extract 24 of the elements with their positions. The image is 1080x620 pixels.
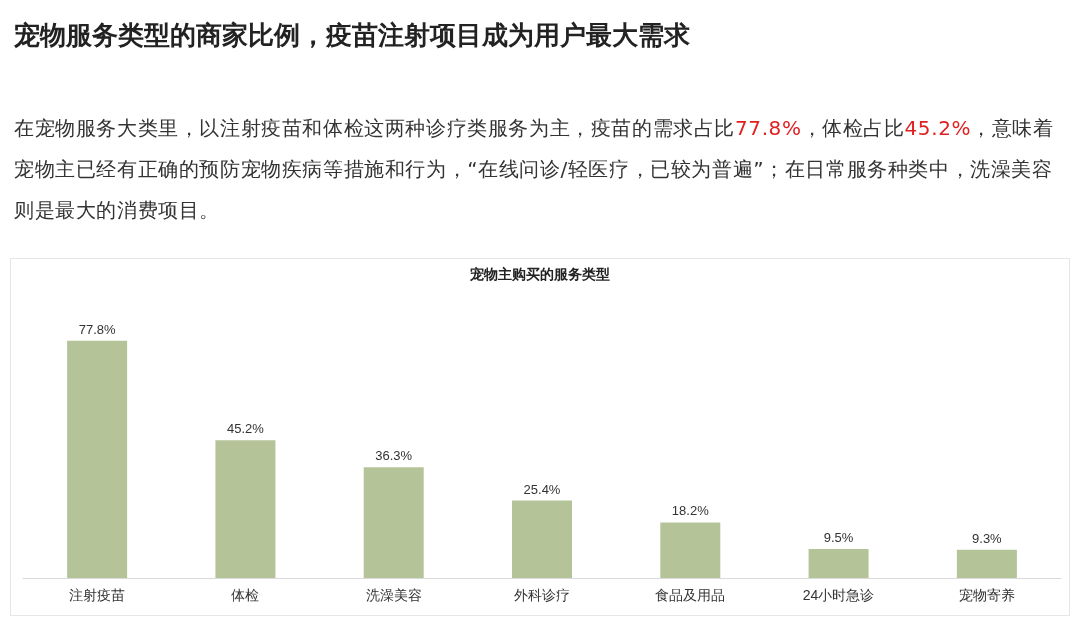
- data-label: 25.4%: [523, 481, 561, 497]
- data-label: 9.5%: [823, 530, 854, 546]
- x-tick-label: 宠物寄养: [958, 587, 1015, 603]
- x-tick-label: 洗澡美容: [365, 587, 422, 603]
- data-label: 36.3%: [375, 448, 413, 464]
- bar: [660, 522, 721, 578]
- chart-subtitle: 在宠物服务大类里，以注射疫苗和体检这两种诊疗类服务为主，疫苗的需求占比77.8%，体检占比45.2%，意味着宠物主已经有正确的预防宠物疾病等措施和行为，“在线问诊/轻医疗，已较为普遍”；在日常服务种类中，洗澡美容则是最大的消费项目。: [14, 115, 1055, 224]
- bar: [215, 440, 276, 578]
- bar: [512, 500, 572, 578]
- x-tick-label: 注射疫苗: [69, 587, 126, 603]
- data-label: 9.3%: [972, 530, 1003, 546]
- chart-title: 宠物服务类型的商家比例，疫苗注射项目成为用户最大需求: [14, 19, 690, 52]
- bar: [363, 467, 424, 578]
- bar: [67, 340, 128, 578]
- data-label: 45.2%: [226, 421, 265, 437]
- text: 宠物主购买的服务类型: [469, 266, 610, 282]
- bar: [808, 549, 869, 578]
- x-tick-label: 24小时急诊: [802, 587, 875, 603]
- data-label: 18.2%: [671, 503, 710, 519]
- data-label: 77.8%: [78, 321, 117, 337]
- x-tick-label: 食品及用品: [655, 587, 726, 603]
- bar: [956, 549, 1017, 578]
- x-tick-label: 体检: [231, 587, 260, 603]
- x-tick-label: 外科诊疗: [514, 587, 570, 603]
